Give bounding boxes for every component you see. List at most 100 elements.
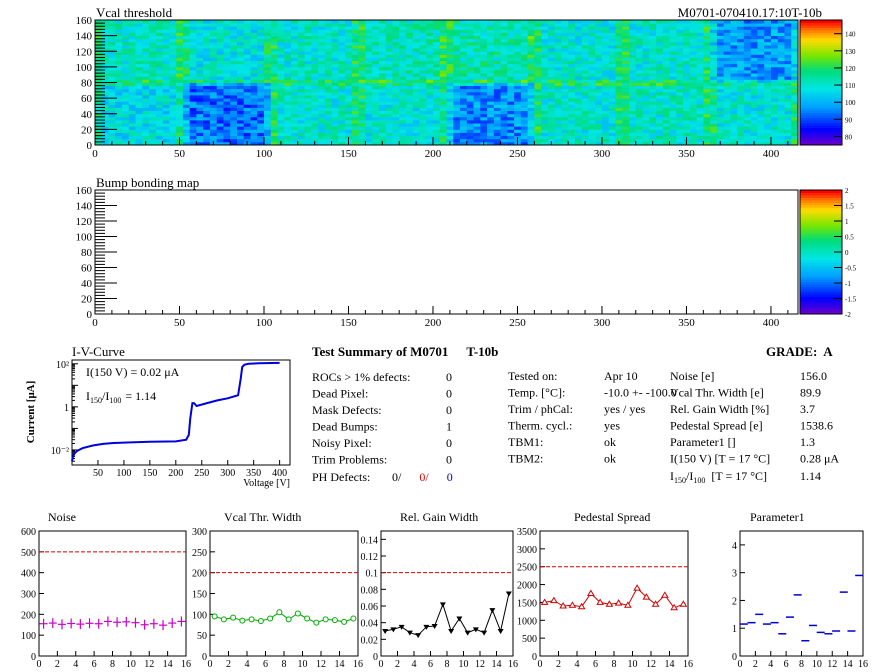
heatmap-cell: [642, 98, 650, 102]
heatmap-cell: [710, 135, 718, 140]
heatmap-cell: [723, 123, 731, 127]
heatmap-cell: [541, 20, 549, 24]
heatmap-cell: [696, 126, 704, 130]
heatmap-cell: [777, 88, 785, 93]
heatmap-cell: [399, 129, 407, 133]
heatmap-cell: [392, 132, 400, 137]
heatmap-cell: [777, 63, 785, 68]
heatmap-cell: [595, 132, 603, 137]
heatmap-cell: [473, 41, 481, 46]
heatmap-cell: [358, 113, 366, 118]
colorbar-band: [800, 142, 842, 146]
heatmap-cell: [777, 66, 785, 71]
heatmap-cell: [419, 54, 427, 58]
heatmap-cell: [223, 70, 231, 74]
heatmap-cell: [710, 116, 718, 121]
y-tick-label: 1: [732, 624, 737, 635]
heatmap-cell: [466, 123, 474, 127]
heatmap-cell: [466, 116, 474, 121]
heatmap-cell: [635, 29, 643, 33]
heatmap-cell: [297, 123, 305, 127]
heatmap-cell: [101, 120, 109, 124]
heatmap-cell: [683, 85, 691, 90]
heatmap-cell: [683, 63, 691, 68]
heatmap-cell: [703, 20, 711, 24]
iv-ylabel: Current [μA]: [25, 381, 37, 444]
heatmap-cell: [554, 85, 562, 90]
heatmap-cell: [568, 76, 576, 80]
heatmap-cell: [432, 110, 441, 115]
heatmap-cell: [291, 132, 299, 137]
heatmap-cell: [473, 29, 481, 33]
heatmap-cell: [365, 120, 373, 124]
heatmap-cell: [588, 60, 596, 65]
heatmap-cell: [696, 98, 704, 102]
heatmap-cell: [304, 66, 312, 71]
heatmap-cell: [453, 41, 461, 46]
heatmap-cell: [791, 26, 799, 30]
x-tick-label: 0: [379, 659, 384, 670]
heatmap-cell: [554, 63, 562, 68]
heatmap-cell: [777, 116, 785, 121]
summary-left-label: ROCs > 1% defects:: [312, 370, 410, 384]
heatmap-cell: [297, 20, 305, 24]
heatmap-cell: [135, 88, 143, 93]
heatmap-cell: [446, 135, 454, 140]
heatmap-cell: [770, 70, 779, 74]
heatmap-cell: [777, 126, 785, 130]
heatmap-cell: [257, 120, 265, 124]
heatmap-cell: [676, 138, 684, 143]
heatmap-cell: [345, 32, 353, 37]
heatmap-cell: [122, 104, 130, 108]
heatmap-cell: [291, 101, 299, 105]
heatmap-cell: [142, 63, 150, 68]
heatmap-cell: [453, 26, 461, 30]
heatmap-cell: [601, 32, 610, 37]
heatmap-cell: [297, 85, 305, 90]
heatmap-cell: [527, 51, 535, 55]
heatmap-cell: [263, 98, 272, 102]
heatmap-cell: [676, 135, 684, 140]
heatmap-cell: [176, 60, 184, 65]
heatmap-cell: [351, 141, 360, 146]
heatmap-cell: [669, 35, 677, 40]
heatmap-cell: [270, 38, 278, 43]
heatmap-cell: [108, 91, 116, 96]
colorbar-band: [800, 266, 842, 270]
heatmap-cell: [737, 98, 745, 102]
heatmap-cell: [453, 20, 461, 24]
heatmap-cell: [554, 79, 562, 83]
heatmap-cell: [405, 141, 414, 146]
heatmap-cell: [615, 57, 623, 62]
heatmap-cell: [473, 26, 481, 30]
heatmap-cell: [419, 23, 427, 27]
heatmap-cell: [365, 45, 373, 49]
heatmap-cell: [115, 79, 123, 83]
heatmap-cell: [703, 66, 711, 71]
heatmap-cell: [642, 116, 650, 121]
data-point: [257, 618, 264, 624]
colorbar-band: [800, 222, 842, 226]
heatmap-cell: [250, 73, 258, 77]
heatmap-cell: [669, 88, 677, 93]
heatmap-cell: [649, 123, 657, 127]
heatmap-cell: [358, 141, 366, 146]
heatmap-cell: [291, 73, 299, 77]
heatmap-cell: [716, 63, 725, 68]
heatmap-cell: [149, 104, 157, 108]
heatmap-cell: [669, 104, 677, 108]
x-tick-label: 400: [763, 317, 780, 329]
heatmap-cell: [480, 95, 488, 99]
heatmap-cell: [223, 116, 231, 121]
heatmap-cell: [710, 91, 718, 96]
heatmap-cell: [473, 38, 481, 43]
heatmap-cell: [101, 54, 109, 58]
heatmap-cell: [169, 123, 177, 127]
heatmap-cell: [257, 20, 265, 24]
heatmap-cell: [203, 132, 211, 137]
heatmap-cell: [737, 123, 745, 127]
heatmap-cell: [128, 54, 136, 58]
heatmap-cell: [142, 79, 150, 83]
heatmap-cell: [432, 26, 441, 30]
heatmap-cell: [365, 76, 373, 80]
